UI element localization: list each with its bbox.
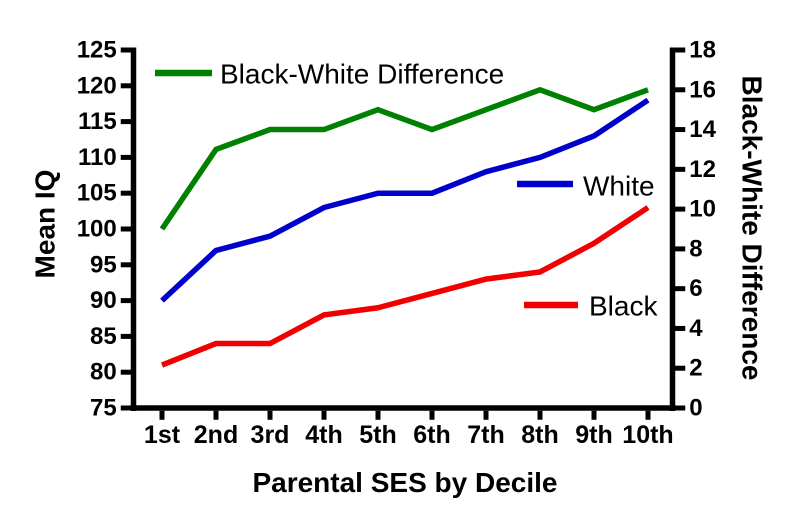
left-axis-tick-label: 80 [90, 359, 117, 386]
series-line-black [160, 205, 650, 368]
x-axis-tick-label: 7th [467, 421, 505, 449]
x-axis-title: Parental SES by Decile [252, 467, 557, 498]
x-axis-tick-label: 1st [144, 421, 181, 449]
x-axis-tick-label: 10th [622, 421, 673, 449]
legend-label-white: White [583, 171, 655, 202]
right-axis-tick-label: 10 [689, 196, 716, 223]
right-axis-tick-label: 2 [689, 355, 702, 382]
right-axis-tick-label: 16 [689, 76, 716, 103]
left-axis-tick-label: 115 [78, 108, 117, 135]
left-axis-tick-label: 90 [90, 287, 117, 314]
x-axis-tick-label: 5th [359, 421, 397, 449]
left-axis-tick-label: 95 [90, 251, 117, 278]
series-line-black-white-difference [159, 86, 649, 231]
x-axis-tick-label: 6th [413, 421, 451, 449]
right-axis-title: Black-White Difference [737, 76, 768, 381]
x-axis-tick-label: 8th [521, 421, 559, 449]
left-axis-tick-label: 125 [77, 37, 117, 64]
legend-label-black-white-difference: Black-White Difference [220, 59, 504, 90]
x-axis-spine [130, 405, 676, 411]
right-axis-tick-label: 8 [689, 235, 702, 262]
right-axis-tick-label: 18 [689, 37, 716, 64]
right-axis-tick-label: 12 [689, 156, 716, 183]
left-axis-title: Mean IQ [30, 170, 61, 279]
left-axis-tick-label: 85 [90, 323, 117, 350]
series-line-white [160, 97, 650, 303]
right-axis-tick-label: 0 [689, 395, 702, 422]
right-axis-tick-label: 4 [689, 315, 703, 342]
right-axis-tick-label: 6 [689, 275, 702, 302]
left-axis-tick-label: 110 [78, 144, 117, 171]
left-axis-tick-label: 120 [77, 72, 117, 99]
right-axis-tick-label: 14 [689, 116, 716, 143]
right-axis-spine [669, 47, 676, 411]
left-axis-tick-label: 100 [77, 216, 117, 243]
left-axis-tick-label: 105 [77, 180, 117, 207]
x-axis-tick-label: 2nd [194, 421, 238, 449]
x-axis-tick-label: 9th [575, 421, 613, 449]
legend-label-black: Black [589, 291, 658, 322]
left-axis-tick-label: 75 [90, 395, 117, 422]
x-axis-tick-label: 4th [305, 421, 343, 449]
x-axis-tick-label: 3rd [251, 421, 290, 449]
